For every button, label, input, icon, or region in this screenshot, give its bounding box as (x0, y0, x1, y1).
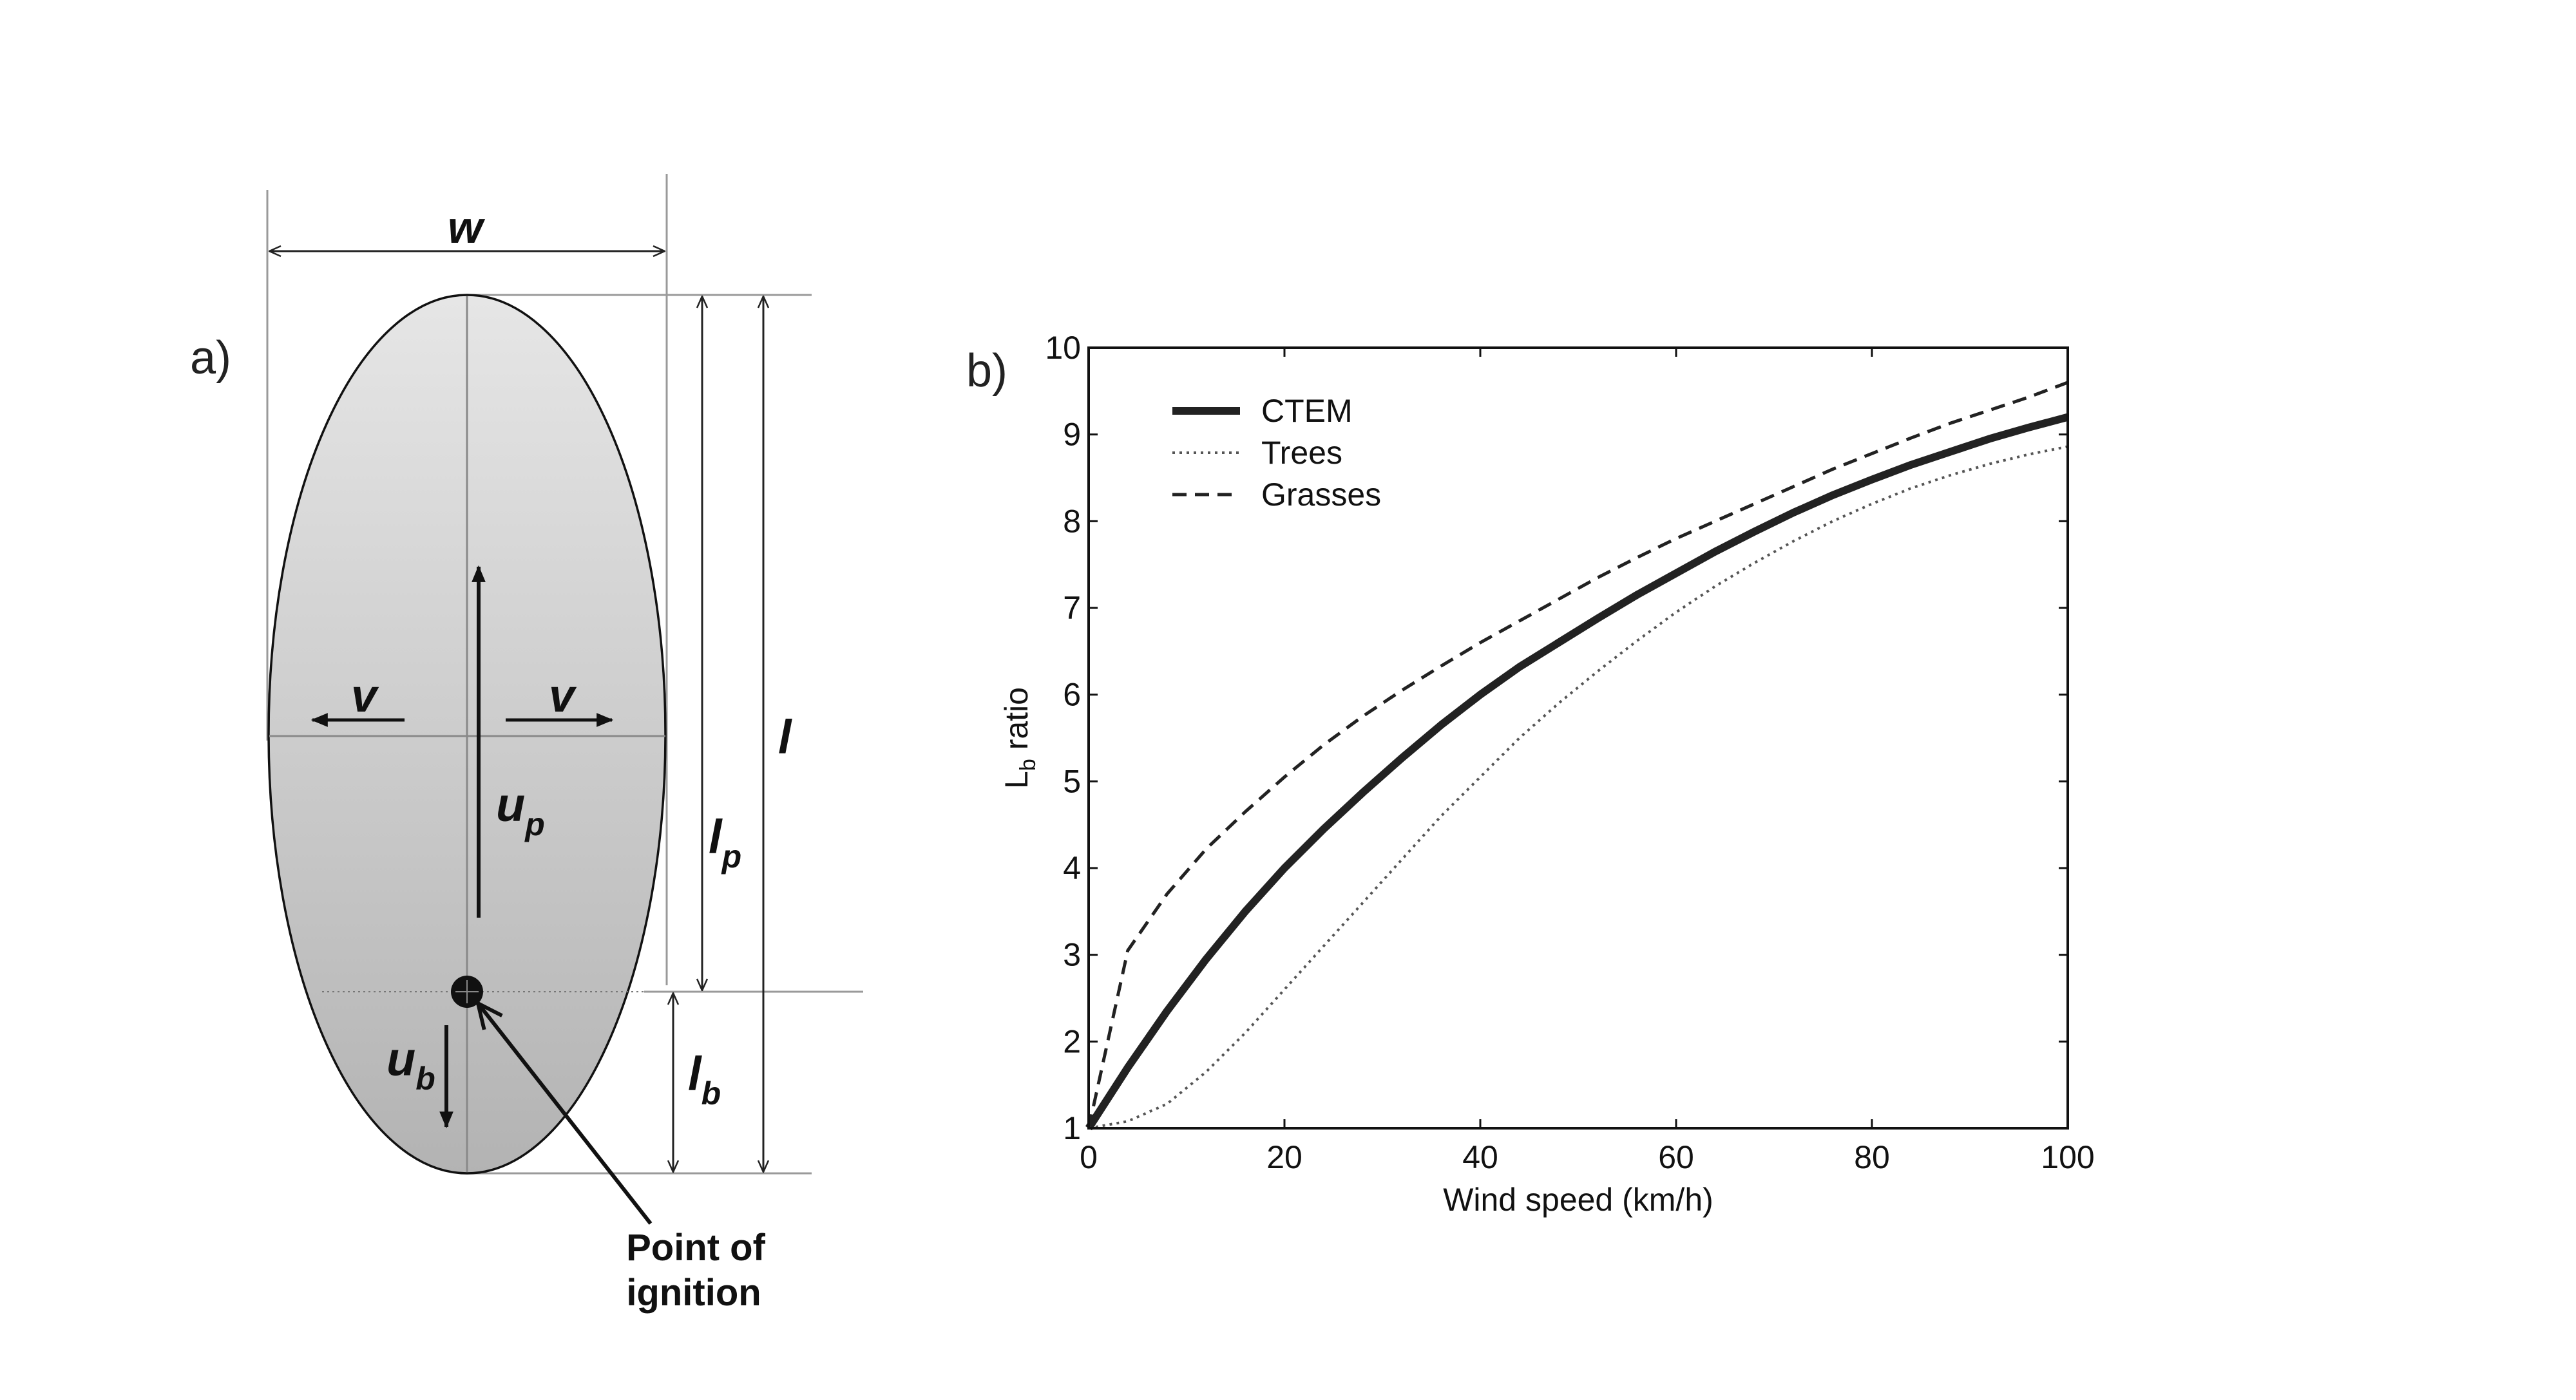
ub-main: u (386, 1032, 415, 1086)
x-tick-label: 100 (2041, 1139, 2094, 1175)
lb-label: lb (688, 1047, 721, 1111)
ub-label: ub (386, 1032, 435, 1097)
y-tick-label: 4 (1063, 850, 1081, 886)
lp-sub: p (721, 838, 742, 875)
panel-a-diagram: a) w l lp lb up v v ub (190, 174, 863, 1314)
y-axis-title: Lb ratio (998, 687, 1040, 789)
y-axis-title-main: L (998, 771, 1035, 789)
y-tick-label: 3 (1063, 937, 1081, 973)
chart-series-group (1085, 381, 2069, 1131)
legend-label-ctem: CTEM (1261, 393, 1353, 429)
ub-sub: b (415, 1061, 435, 1097)
plot-area-frame (1087, 346, 2069, 1130)
y-tick-label: 9 (1063, 417, 1081, 453)
up-main: u (496, 778, 525, 831)
chart-legend: CTEM Trees Grasses (1172, 393, 1381, 513)
x-tick-label: 20 (1266, 1139, 1302, 1175)
y-tick-label: 2 (1063, 1023, 1081, 1059)
v-left-label: v (351, 670, 379, 722)
y-tick-label: 8 (1063, 503, 1081, 539)
lp-main: l (709, 810, 723, 864)
w-label: w (448, 202, 486, 252)
y-tick-label: 5 (1063, 763, 1081, 799)
ignition-label-line1: Point of (626, 1227, 766, 1269)
lb-sub: b (701, 1075, 721, 1111)
ignition-pointer-arrow (478, 1003, 653, 1225)
x-tick-label: 0 (1080, 1139, 1098, 1175)
x-tick-label: 40 (1462, 1139, 1498, 1175)
lb-main: l (688, 1047, 702, 1101)
x-tick-label: 80 (1854, 1139, 1890, 1175)
lp-label: lp (709, 810, 741, 875)
x-tick-label: 60 (1658, 1139, 1694, 1175)
panel-b-chart: b) 0 20 40 60 80 100 1 2 3 4 5 6 7 8 9 10 Wind speed (k… (966, 330, 2095, 1218)
y-axis-title-sub: b (1016, 759, 1040, 771)
legend-label-grasses: Grasses (1261, 477, 1381, 513)
y-axis-title-rest: ratio (998, 687, 1035, 759)
up-label: up (496, 778, 545, 842)
x-axis-title: Wind speed (km/h) (1443, 1182, 1713, 1218)
chart-tick-labels: 0 20 40 60 80 100 1 2 3 4 5 6 7 8 9 10 (1045, 330, 2094, 1175)
up-sub: p (524, 806, 545, 842)
v-right-label: v (549, 670, 577, 722)
y-tick-label: 1 (1063, 1110, 1081, 1146)
l-label: l (778, 710, 792, 764)
series-line-trees (1088, 445, 2068, 1130)
series-line-ctem (1085, 413, 2069, 1131)
legend-label-trees: Trees (1261, 435, 1342, 471)
panel-a-label: a) (190, 332, 231, 384)
y-tick-label: 7 (1063, 590, 1081, 626)
ignition-label-line2: ignition (626, 1272, 761, 1314)
y-tick-label: 6 (1063, 677, 1081, 713)
panel-b-label: b) (966, 345, 1007, 397)
y-tick-label: 10 (1045, 330, 1081, 366)
series-line-grasses (1087, 381, 2068, 1129)
